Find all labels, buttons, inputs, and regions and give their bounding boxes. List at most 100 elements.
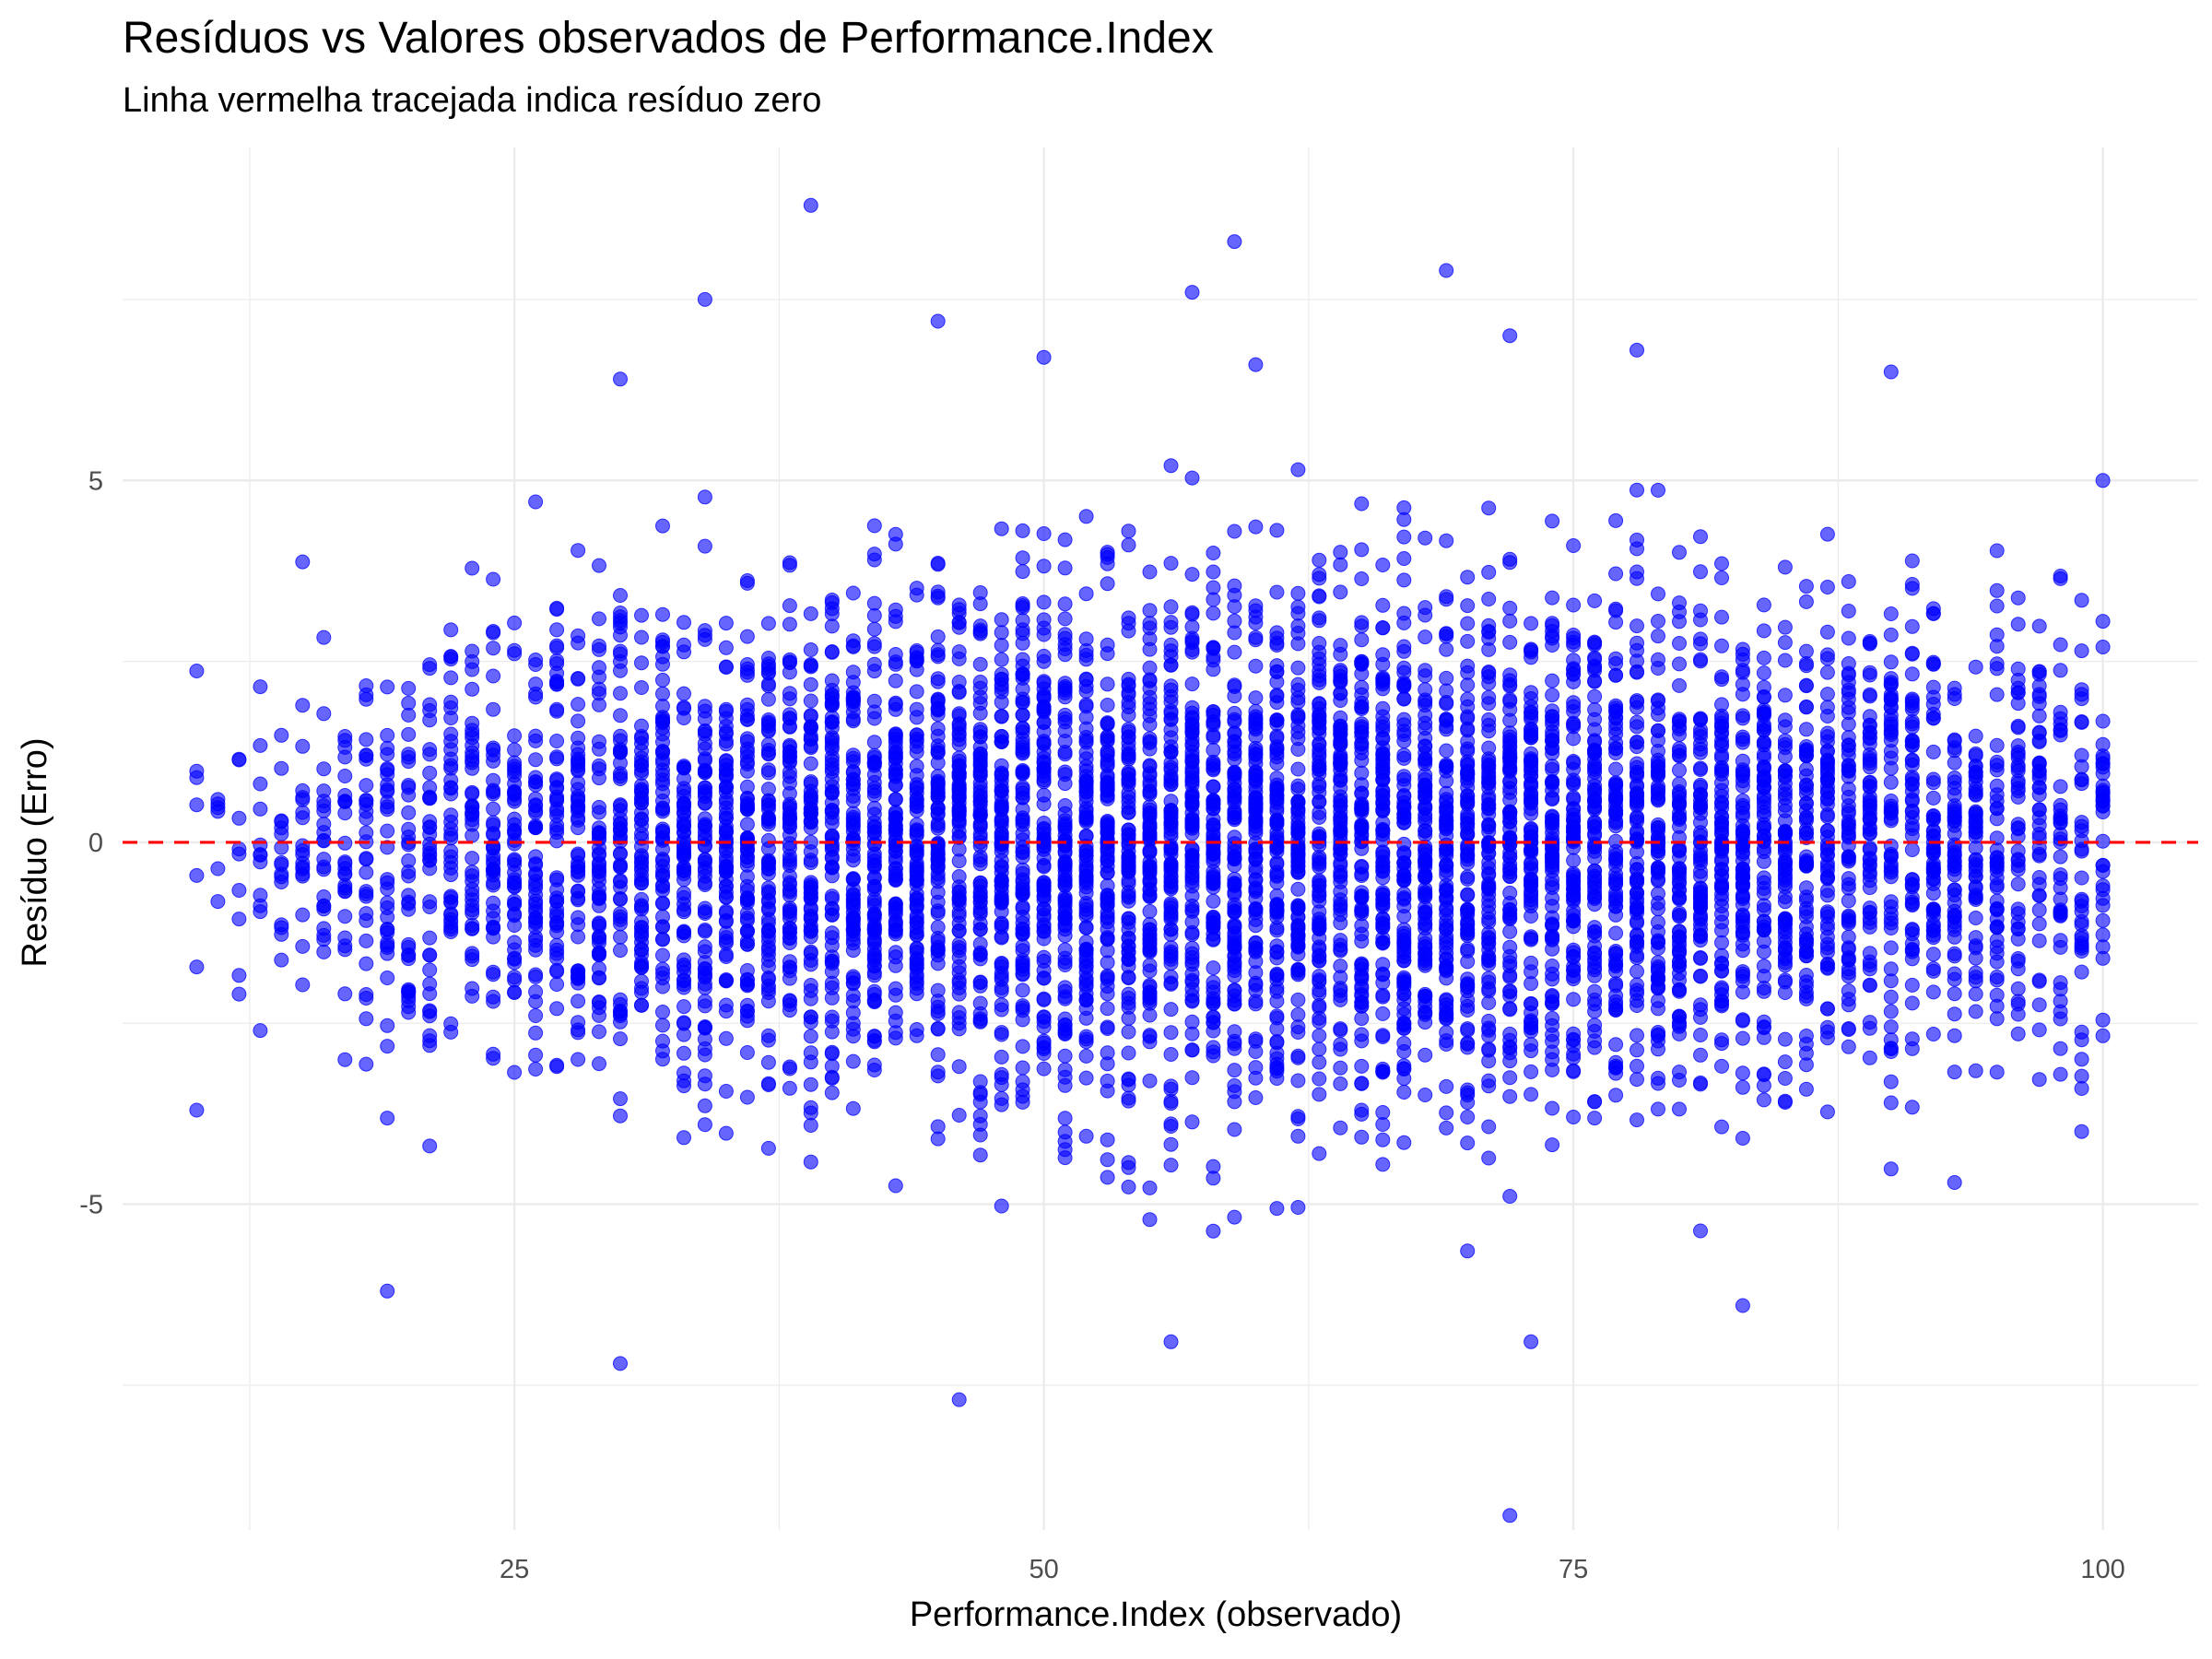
scatter-point: [1312, 1041, 1327, 1057]
scatter-point: [1078, 721, 1094, 736]
scatter-point: [1630, 950, 1644, 965]
scatter-point: [359, 748, 374, 763]
scatter-point: [1290, 1128, 1306, 1144]
scatter-point: [1036, 924, 1052, 939]
scatter-point: [1227, 982, 1242, 998]
scatter-point: [1057, 747, 1073, 762]
scatter-point: [1460, 954, 1476, 970]
scatter-point: [994, 694, 1009, 710]
scatter-point: [1502, 1070, 1518, 1086]
scatter-point: [1121, 914, 1136, 930]
scatter-point: [1163, 769, 1179, 784]
scatter-point: [210, 804, 226, 819]
scatter-point: [1290, 1112, 1306, 1126]
scatter-point: [465, 921, 480, 936]
scatter-point: [1354, 868, 1370, 883]
scatter-point: [1290, 1048, 1306, 1064]
scatter-point: [592, 960, 606, 976]
scatter-point: [1481, 1041, 1497, 1057]
scatter-point: [1630, 935, 1644, 950]
scatter-point: [1078, 697, 1094, 712]
scatter-point: [994, 802, 1009, 818]
scatter-point: [1439, 1078, 1454, 1094]
scatter-point: [443, 670, 459, 686]
scatter-point: [401, 805, 417, 820]
scatter-point: [549, 640, 565, 655]
scatter-point: [1418, 783, 1433, 799]
scatter-point: [1375, 620, 1391, 635]
scatter-point: [401, 821, 417, 837]
scatter-point: [824, 714, 840, 730]
scatter-point: [1375, 1132, 1391, 1147]
scatter-point: [1502, 551, 1518, 567]
scatter-point: [803, 776, 818, 792]
scatter-point: [1587, 863, 1603, 878]
scatter-point: [1545, 1018, 1560, 1033]
scatter-point: [1608, 866, 1624, 882]
scatter-point: [1524, 856, 1539, 872]
scatter-point: [718, 711, 734, 726]
scatter-point: [655, 882, 670, 898]
scatter-point: [295, 738, 311, 754]
scatter-point: [677, 700, 691, 715]
scatter-point: [422, 1138, 438, 1154]
scatter-point: [718, 767, 734, 782]
scatter-point: [1333, 584, 1348, 600]
scatter-point: [1121, 1024, 1136, 1040]
scatter-point: [1015, 900, 1030, 916]
scatter-point: [739, 1089, 755, 1105]
scatter-point: [1184, 848, 1200, 864]
scatter-point: [1502, 1026, 1518, 1041]
scatter-point: [380, 767, 395, 782]
scatter-point: [528, 856, 544, 872]
scatter-point: [1057, 983, 1073, 999]
scatter-point: [380, 924, 395, 940]
scatter-point: [1375, 859, 1391, 875]
scatter-point: [1460, 983, 1476, 999]
scatter-point: [1312, 761, 1327, 777]
scatter-point: [1142, 903, 1158, 919]
scatter-point: [1015, 922, 1030, 937]
scatter-point: [549, 734, 565, 748]
scatter-point: [1015, 550, 1030, 566]
scatter-point: [1460, 1135, 1476, 1151]
scatter-point: [1545, 816, 1560, 831]
scatter-point: [1460, 1110, 1476, 1124]
scatter-point: [951, 892, 967, 907]
scatter-point: [1439, 997, 1454, 1013]
scatter-point: [1481, 887, 1497, 902]
scatter-point: [380, 971, 395, 985]
scatter-point: [1078, 973, 1094, 989]
scatter-point: [507, 908, 523, 924]
scatter-point: [888, 922, 903, 937]
scatter-point: [1375, 681, 1391, 697]
scatter-point: [337, 749, 353, 765]
scatter-point: [1100, 943, 1115, 959]
scatter-point: [1566, 1063, 1582, 1078]
scatter-point: [443, 711, 459, 725]
scatter-point: [655, 1018, 670, 1033]
scatter-point: [972, 889, 988, 905]
scatter-point: [1163, 859, 1179, 875]
scatter-point: [739, 963, 755, 978]
scatter-point: [1481, 930, 1497, 945]
scatter-point: [486, 877, 501, 893]
scatter-point: [1672, 1101, 1687, 1117]
scatter-point: [994, 652, 1009, 667]
scatter-point: [718, 859, 734, 875]
scatter-point: [994, 873, 1009, 888]
scatter-point: [1036, 992, 1052, 1007]
scatter-point: [994, 728, 1009, 744]
scatter-point: [1100, 930, 1115, 946]
scatter-point: [1163, 1158, 1179, 1173]
scatter-point: [1290, 462, 1306, 477]
scatter-point: [528, 770, 544, 785]
scatter-point: [972, 922, 988, 937]
scatter-point: [909, 855, 924, 871]
scatter-point: [401, 947, 417, 962]
scatter-point: [1036, 787, 1052, 803]
scatter-point: [1206, 801, 1221, 817]
scatter-point: [359, 778, 374, 794]
scatter-point: [1269, 1021, 1285, 1037]
scatter-point: [1545, 1137, 1560, 1153]
